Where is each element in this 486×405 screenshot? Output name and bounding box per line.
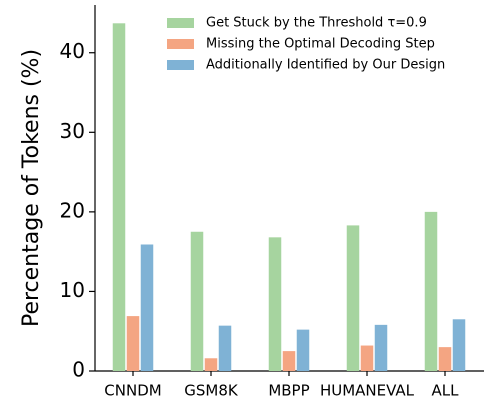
bar xyxy=(296,329,310,371)
x-tick-label: MBPP xyxy=(268,382,309,400)
bar xyxy=(346,225,360,371)
bar xyxy=(112,23,126,372)
y-tick-label: 10 xyxy=(60,278,85,302)
bar xyxy=(374,324,388,371)
bar xyxy=(204,358,218,371)
bar xyxy=(268,237,282,371)
legend-label: Additionally Identified by Our Design xyxy=(206,58,445,73)
legend-label: Missing the Optimal Decoding Step xyxy=(206,37,435,52)
bar xyxy=(438,347,452,371)
legend-label: Get Stuck by the Threshold τ=0.9 xyxy=(206,16,427,31)
y-tick-label: 30 xyxy=(60,119,85,143)
x-tick-label: GSM8K xyxy=(184,382,239,400)
y-axis-label: Percentage of Tokens (%) xyxy=(19,49,44,327)
legend-swatch xyxy=(167,39,194,49)
y-tick-label: 40 xyxy=(60,39,85,63)
y-tick-label: 0 xyxy=(72,358,85,382)
bar xyxy=(360,345,374,371)
x-tick-label: HUMANEVAL xyxy=(320,382,415,400)
bar xyxy=(218,325,232,371)
bar xyxy=(190,231,204,371)
legend-swatch xyxy=(167,18,194,28)
x-tick-label: ALL xyxy=(432,382,460,400)
bar xyxy=(282,351,296,371)
legend-swatch xyxy=(167,60,194,70)
bar xyxy=(126,316,140,371)
bar xyxy=(452,319,466,371)
y-tick-label: 20 xyxy=(60,198,85,222)
x-tick-label: CNNDM xyxy=(104,382,161,400)
bar xyxy=(140,244,154,371)
bar xyxy=(424,211,438,371)
